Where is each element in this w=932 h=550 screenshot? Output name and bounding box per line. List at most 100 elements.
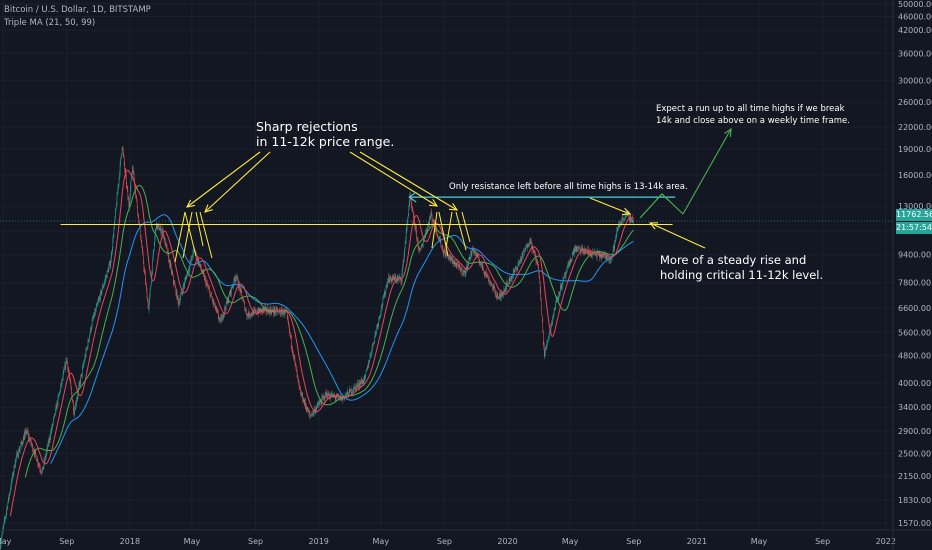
candle-body [267,312,269,314]
candle-body [487,274,489,277]
candle-body [60,382,62,387]
candle-body [432,220,434,223]
candle-body [299,385,300,389]
candle-body [116,194,118,206]
candle-body [161,230,163,232]
candle-body [248,314,249,317]
candle-body [577,247,578,250]
candle-body [385,291,386,296]
candle-body [37,459,39,464]
candle-body [575,248,576,251]
candle-body [517,266,518,271]
indicator-legend[interactable]: Triple MA (21, 50, 99) [4,18,96,28]
arrow-to-support [589,197,631,215]
candle-body [57,396,59,405]
candle-body [406,220,408,227]
candle-body [444,250,446,253]
candle-body [503,289,505,293]
candle-body [92,318,93,321]
candle-body [463,271,465,273]
candle-body [236,276,238,278]
countdown-tag: 21:57:54 [896,222,932,234]
candle-body [597,251,598,253]
candle-body [209,289,210,292]
annotation-rejections-line2: in 11-12k price range. [256,134,394,149]
candle-body [111,254,112,263]
candle-body [25,430,26,433]
candle-body [3,520,5,524]
candle-body [252,311,253,316]
candle-body [378,317,380,323]
candle-body [221,317,222,323]
candle-body [422,243,424,247]
candle-body [157,225,159,226]
candle-body [315,409,317,410]
candle-body [365,375,366,377]
candle-body [574,249,576,251]
candle-body [401,281,402,282]
candle-body [523,251,525,252]
candle-body [510,278,511,282]
candle-body [142,247,143,250]
candle-body [254,310,255,311]
candle-body [430,212,432,216]
candle-body [539,281,541,290]
candle-body [89,332,91,336]
candle-body [141,242,143,248]
candle-body [443,252,444,255]
symbol-title[interactable]: Bitcoin / U.S. Dollar, 1D, BITSTAMP [4,5,151,15]
candle-body [249,311,250,317]
candle-body [63,370,64,374]
candle-body [558,297,559,298]
candle-body [472,248,474,251]
candle-body [299,388,301,390]
candle-body [181,291,183,293]
candle-body [591,255,593,257]
candle-body [152,253,154,259]
candle-body [549,333,550,336]
candle-body [376,325,378,328]
candle-body [532,246,534,253]
candle-body [4,517,6,520]
candle-body [351,392,353,394]
candle-body [541,309,543,316]
candle-body [384,291,386,296]
price-tick-label: 46000.00 [898,13,932,22]
candle-body [610,257,612,260]
candle-body [311,414,312,416]
candle-body [215,308,217,310]
candle-body [149,289,151,296]
candle-body [522,253,523,257]
candle-body [428,222,430,225]
candle-body [416,229,417,239]
candle-body [465,269,467,270]
candle-body [503,292,504,294]
candle-body [318,403,319,405]
candle-body [169,259,170,262]
candle-body [165,242,167,246]
candle-body [186,274,188,279]
candle-body [212,300,214,302]
candle-body [108,264,110,268]
candle-body [395,276,396,278]
candle-body [67,358,68,363]
candle-body [335,397,337,399]
candle-body [538,265,539,271]
candle-body [91,320,93,327]
candle-body [581,248,583,250]
candle-body [14,465,16,468]
candle-body [257,311,258,314]
candle-body [22,443,24,445]
candle-body [102,286,103,291]
candle-body [482,262,483,266]
candle-body [114,221,115,229]
candle-body [345,393,347,395]
candle-body [291,336,292,346]
candle-body [518,262,519,266]
candle-body [368,363,370,364]
candle-body [41,471,43,474]
candle-body [394,278,395,281]
candle-body [46,450,47,454]
candle-body [320,401,321,403]
